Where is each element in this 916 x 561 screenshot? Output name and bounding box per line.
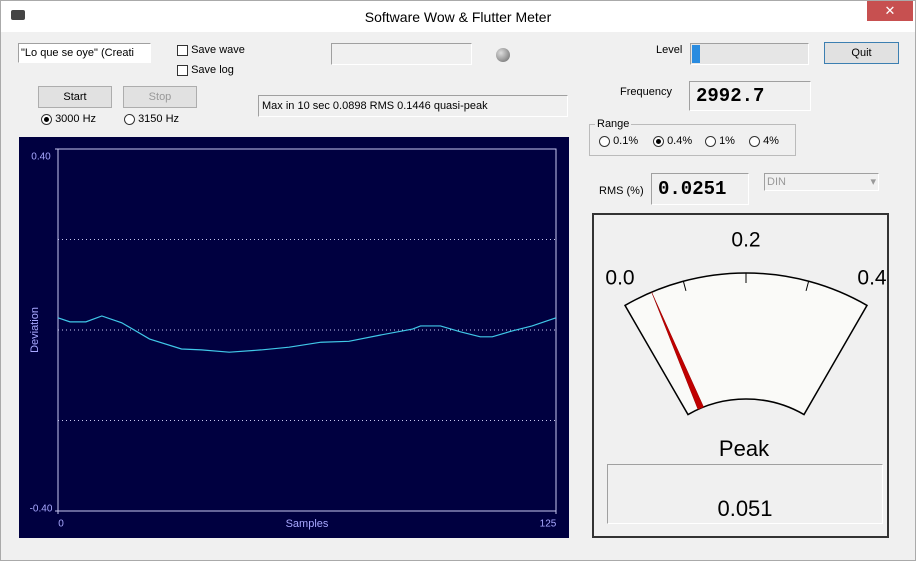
range-radio[interactable]: 1% [705,135,735,147]
chart-background [19,137,569,538]
radio-dot [41,113,52,125]
weighting-text: DIN [767,176,786,188]
dropdown-arrow: ▾ [870,176,876,188]
peak-label: Peak [718,436,770,461]
rms-label: RMS (%) [599,185,644,197]
range-group [589,124,796,156]
frequency-radio[interactable]: 3150 Hz [124,113,179,125]
label: 3000 Hz [55,113,97,125]
frequency-value: 2992.7 [689,81,811,111]
range-radio[interactable]: 0.1% [599,135,638,147]
label: Save log [191,64,234,76]
label: 0.4% [667,135,693,147]
gauge-tick-label: 0.4 [857,266,887,289]
y-tick-label: 0.40 [31,152,51,163]
peak-value: 0.051 [607,464,883,524]
gauge-tick-label: 0.0 [605,266,634,289]
gauge-needle [651,292,704,410]
device-select[interactable]: "Lo que se oye" (Creati [18,43,151,63]
label: 1% [719,135,735,147]
start-button[interactable]: Start [38,86,112,108]
device-text: "Lo que se oye" (Creati [21,47,134,59]
window-title: Software Wow & Flutter Meter [364,9,552,25]
blank-field [331,43,472,65]
gauge-tick [624,305,631,315]
deviation-chart: Samples Deviation 0.40 -0.40 0 125 [19,137,569,538]
gauge-minor-tick [682,281,687,292]
save-log-checkbox[interactable]: Save log [177,64,234,76]
frequency-label: Frequency [620,86,672,98]
range-radio[interactable]: 0.4% [653,135,692,147]
stop-button[interactable]: Stop [123,86,197,108]
meter-gauge: 0.0 0.2 0.4 [605,229,887,416]
status-field: Max in 10 sec 0.0898 RMS 0.1446 quasi-pe… [258,95,568,117]
app-icon [11,10,25,20]
radio-dot [124,113,135,125]
indicator-light [496,48,510,62]
save-wave-checkbox[interactable]: Save wave [177,44,245,56]
range-radio[interactable]: 4% [749,135,779,147]
x-axis-label: Samples [286,518,329,530]
deviation-line [57,315,557,353]
gauge-tick [861,305,868,315]
radio-dot [705,135,716,147]
level-fill [692,45,701,63]
gauge-minor-tick [805,281,810,292]
radio-dot [653,135,664,147]
frequency-radio[interactable]: 3000 Hz [41,113,96,125]
checkbox [177,64,188,76]
x-tick-label: 0 [58,519,64,530]
level-label: Level [656,44,683,56]
radio-dot [749,135,760,147]
gauge-tick-label: 0.2 [731,229,760,252]
label: 3150 Hz [138,113,180,125]
gauge-face [623,272,869,416]
x-tick-label: 125 [540,519,557,530]
label: Save wave [191,44,245,56]
title-bar [1,1,915,32]
y-axis-label: Deviation [29,307,41,353]
quit-button[interactable]: Quit [824,42,899,64]
close-button[interactable]: ✕ [867,1,913,21]
radio-dot [599,135,610,147]
label: 4% [763,135,779,147]
checkbox [177,44,188,56]
level-bar [690,43,809,65]
meter-panel [592,213,889,538]
rms-value: 0.0251 [651,173,749,205]
y-tick-label: -0.40 [30,504,53,515]
label: 0.1% [613,135,639,147]
range-label: Range [595,118,632,130]
weighting-select[interactable]: DIN ▾ [764,173,879,191]
